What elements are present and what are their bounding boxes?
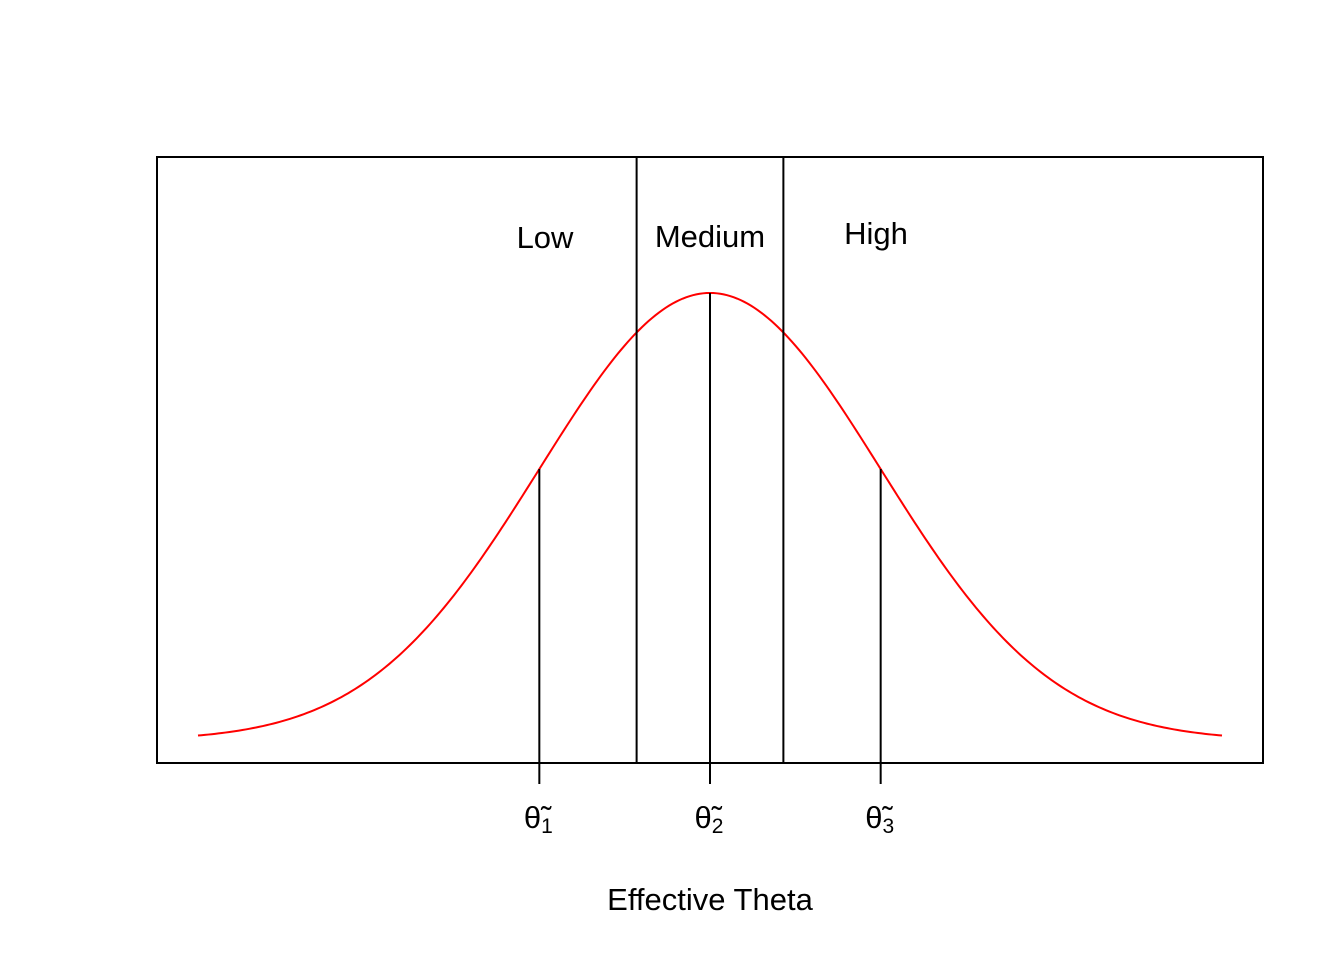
chart-text: Low Medium High Effective Theta θ̃1 θ̃2 θ̃…	[517, 216, 908, 917]
x-axis-title: Effective Theta	[607, 882, 813, 917]
region-label-high: High	[844, 216, 908, 251]
region-label-medium: Medium	[655, 219, 765, 254]
density-curve	[197, 291, 1223, 737]
region-label-low: Low	[517, 220, 574, 255]
x-tick-label-2: θ̃2	[695, 800, 724, 838]
x-tick-label-3: θ̃3	[865, 800, 894, 838]
plot-area	[156, 156, 1264, 784]
x-tick-label-1: θ̃1	[524, 800, 553, 838]
